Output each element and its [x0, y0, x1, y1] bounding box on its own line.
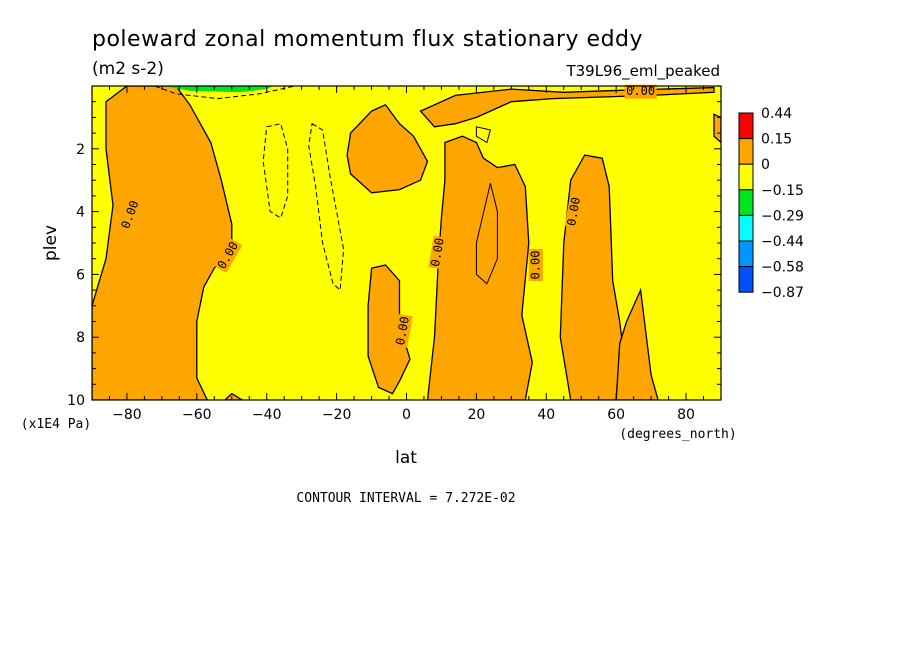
positive-region-near-equator-lower	[367, 264, 411, 395]
y-tick-label: 2	[76, 142, 85, 158]
y-tick-label: 4	[76, 205, 85, 221]
axis-tick-labels: −80 −60 −40 −20 0 20 40 60 80 2 4 6 8 10	[67, 142, 695, 423]
colorbar-level: −0.58	[761, 260, 804, 276]
contour-label-3: 0.00	[528, 251, 542, 280]
dataset-label: T39L96_eml_peaked	[565, 62, 720, 81]
positive-region-nh-polar-upper	[713, 113, 721, 144]
y-axis-label: plev	[41, 225, 61, 261]
colorbar-swatch	[738, 214, 754, 242]
colorbar-level: 0.15	[761, 132, 792, 148]
x-tick-label: 0	[402, 407, 411, 423]
contour-label-bg-4	[564, 194, 584, 229]
x-tick-label: −80	[112, 407, 142, 423]
colorbar-swatch	[738, 240, 754, 268]
colorbar-swatch	[738, 138, 754, 165]
colorbar-swatch	[738, 189, 754, 216]
x-tick-label: −60	[182, 407, 212, 423]
x-axis-units: (degrees_north)	[619, 427, 736, 442]
positive-region-near-equator-upper	[346, 103, 429, 194]
colorbar-level: −0.87	[761, 285, 804, 301]
contour-label-4: 0.00	[564, 196, 583, 227]
colorbar-level: 0.44	[761, 106, 792, 122]
x-tick-label: 60	[607, 407, 625, 423]
y-axis-units: (x1E4 Pa)	[21, 417, 91, 432]
x-tick-label: −20	[322, 407, 352, 423]
chart-units: (m2 s-2)	[92, 59, 164, 79]
colorbar-swatch	[738, 112, 754, 140]
neg-contour-b	[308, 122, 345, 292]
contour-label-bg-3	[528, 248, 543, 281]
contour-label-bg-1	[214, 238, 243, 273]
neg-contour-top	[154, 86, 295, 100]
contour-label-layer: 0.000.00 0.00 0.000.000.000.00	[118, 84, 657, 348]
x-tick-label: 20	[467, 407, 485, 423]
contour-label-bg-2	[428, 235, 448, 270]
colorbar-swatch	[738, 163, 754, 191]
contour-interval: CONTOUR INTERVAL = 7.272E-02	[296, 491, 515, 506]
colorbar-level: 0	[761, 157, 770, 173]
contour-label-bg-6	[624, 84, 657, 99]
colorbar-swatch	[738, 266, 754, 293]
x-tick-label: −40	[252, 407, 282, 423]
colorbar: 0.44 0.15 0 −0.15 −0.29 −0.44 −0.58 −0.87	[738, 106, 804, 301]
positive-region-sh-surface-patch	[223, 392, 244, 400]
neg-contour-a	[262, 123, 289, 219]
x-axis-label: lat	[395, 448, 417, 468]
positive-region-sh-high-lat-band	[92, 86, 233, 400]
colorbar-level: −0.44	[761, 234, 804, 250]
contour-label-bg-5	[393, 313, 413, 348]
positive-inner-b	[475, 183, 498, 285]
axis-ticks	[91, 85, 722, 401]
colorbar-level: −0.29	[761, 208, 804, 224]
chart-title: poleward zonal momentum flux stationary …	[92, 27, 643, 52]
contour-label-5: 0.00	[393, 315, 412, 346]
positive-region-nh-polar-surface	[615, 287, 659, 400]
y-tick-label: 10	[67, 393, 85, 409]
x-tick-label: 80	[677, 407, 695, 423]
contour-label-2: 0.00	[428, 237, 447, 268]
contour-line-layer	[154, 86, 498, 292]
y-tick-label: 6	[76, 267, 85, 283]
colorbar-level: −0.15	[761, 183, 804, 199]
y-tick-label: 8	[76, 330, 85, 346]
contour-label-bg-0	[118, 197, 143, 233]
negative-sliver	[161, 86, 274, 93]
positive-inner-a	[475, 126, 492, 144]
x-tick-label: 40	[537, 407, 555, 423]
positive-region-nh-subtropical-band	[426, 135, 533, 400]
contour-fill-layer	[92, 86, 721, 400]
